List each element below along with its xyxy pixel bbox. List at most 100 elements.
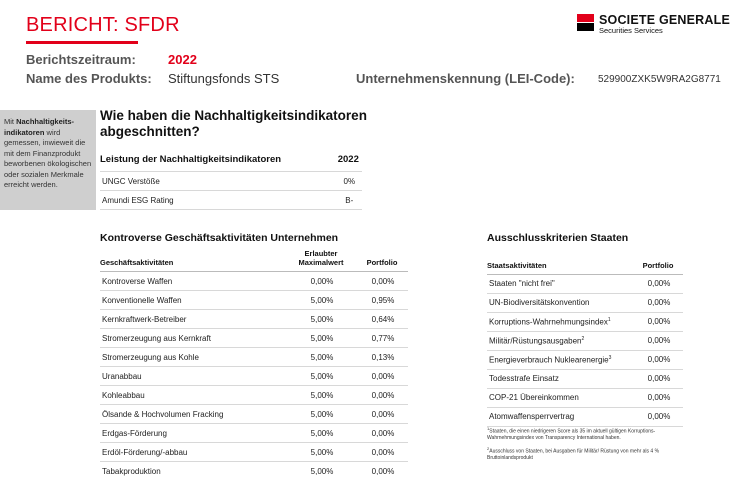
indicators-header-label: Leistung der Nachhaltigkeitsindikatoren: [100, 154, 282, 165]
max-cell: 5,00%: [286, 404, 356, 424]
table-row: Amundi ESG Rating B-: [100, 190, 362, 210]
activity-cell: Stromerzeugung aus Kohle: [100, 347, 286, 367]
footnote-ref: 3: [608, 354, 612, 361]
footnote: 2Ausschluss von Staaten, bei Ausgaben fü…: [487, 445, 660, 461]
period-value: 2022: [168, 52, 197, 67]
activity-cell: Uranabbau: [100, 366, 286, 386]
activity-cell: Erdgas-Förderung: [100, 423, 286, 443]
report-title: BERICHT: SFDR: [26, 14, 180, 36]
activity-cell: Erdöl-Förderung/-abbau: [100, 442, 286, 462]
activity-cell: Kohleabbau: [100, 385, 286, 405]
states-table: Staatsaktivitäten Portfolio Staaten "nic…: [487, 249, 683, 427]
table-row: Stromerzeugung aus Kernkraft 5,00% 0,77%: [100, 328, 408, 348]
table-row: COP-21 Übereinkommen 0,00%: [487, 388, 683, 408]
col-activity: Geschäftsaktivitäten: [100, 249, 286, 272]
max-cell: 5,00%: [286, 290, 356, 310]
state-portfolio-cell: 0,00%: [633, 312, 683, 332]
logo-name: SOCIETE GENERALE: [599, 13, 730, 27]
portfolio-cell: 0,00%: [356, 442, 408, 462]
table-row: Atomwaffensperrvertrag 0,00%: [487, 407, 683, 427]
state-activity-cell: Energieverbrauch Nuklearenergie3: [487, 350, 633, 370]
indicators-table: Leistung der Nachhaltigkeitsindikatoren …: [100, 152, 362, 210]
max-cell: 5,00%: [286, 366, 356, 386]
portfolio-cell: 0,00%: [356, 385, 408, 405]
portfolio-cell: 0,00%: [356, 366, 408, 386]
state-portfolio-cell: 0,00%: [633, 274, 683, 294]
side-note: Mit Nachhaltigkeits-indikatoren wird gem…: [0, 110, 96, 210]
state-portfolio-cell: 0,00%: [633, 388, 683, 408]
table-row: Militär/Rüstungsausgaben2 0,00%: [487, 331, 683, 351]
state-portfolio-cell: 0,00%: [633, 369, 683, 389]
state-activity-cell: Staaten "nicht frei": [487, 274, 633, 294]
period-label: Berichtszeitraum:: [26, 52, 136, 67]
portfolio-cell: 0,00%: [356, 404, 408, 424]
table-row: Kernkraftwerk-Betreiber 5,00% 0,64%: [100, 309, 408, 329]
product-value: Stiftungsfonds STS: [168, 71, 280, 86]
portfolio-cell: 0,13%: [356, 347, 408, 367]
footnote-ref: 1: [607, 316, 611, 323]
portfolio-cell: 0,77%: [356, 328, 408, 348]
table-row: Erdgas-Förderung 5,00% 0,00%: [100, 423, 408, 443]
state-portfolio-cell: 0,00%: [633, 350, 683, 370]
max-cell: 0,00%: [286, 271, 356, 291]
side-note-bold: Nachhaltigkeits-indikatoren: [4, 117, 75, 137]
table-row: Erdöl-Förderung/-abbau 5,00% 0,00%: [100, 442, 408, 462]
max-cell: 5,00%: [286, 442, 356, 462]
activity-cell: Ölsande & Hochvolumen Fracking: [100, 404, 286, 424]
section-question: Wie haben die Nachhaltigkeitsindikatoren…: [100, 108, 367, 139]
table-row: Uranabbau 5,00% 0,00%: [100, 366, 408, 386]
state-activity-cell: Korruptions-Wahrnehmungsindex1: [487, 312, 633, 332]
state-portfolio-cell: 0,00%: [633, 407, 683, 427]
max-cell: 5,00%: [286, 347, 356, 367]
table-row: Staaten "nicht frei" 0,00%: [487, 274, 683, 294]
col-max: Erlaubter Maximalwert: [286, 249, 356, 272]
table-row: Kontroverse Waffen 0,00% 0,00%: [100, 271, 408, 291]
lei-label: Unternehmenskennung (LEI-Code):: [356, 71, 575, 86]
max-cell: 5,00%: [286, 328, 356, 348]
table-row: Korruptions-Wahrnehmungsindex1 0,00%: [487, 312, 683, 332]
portfolio-cell: 0,00%: [356, 271, 408, 291]
col-state-portfolio: Portfolio: [633, 249, 683, 275]
footnotes: 1Staaten, die einen niedrigeren Score al…: [487, 426, 687, 465]
footnote: 1Staaten, die einen niedrigeren Score al…: [487, 426, 656, 442]
table-row: UNGC Verstöße 0%: [100, 171, 362, 191]
product-label: Name des Produkts:: [26, 71, 152, 86]
table-row: Kohleabbau 5,00% 0,00%: [100, 385, 408, 405]
state-portfolio-cell: 0,00%: [633, 293, 683, 313]
controversies-title: Kontroverse Geschäftsaktivitäten Unterne…: [100, 232, 339, 244]
states-title: Ausschlusskriterien Staaten: [487, 232, 629, 244]
title-underline: [26, 41, 138, 44]
state-activity-cell: COP-21 Übereinkommen: [487, 388, 633, 408]
state-activity-cell: Atomwaffensperrvertrag: [487, 407, 633, 427]
table-row: Todesstrafe Einsatz 0,00%: [487, 369, 683, 389]
table-row: Konventionelle Waffen 5,00% 0,95%: [100, 290, 408, 310]
logo-subtitle: Securities Services: [599, 26, 663, 35]
societe-generale-logo: SOCIETE GENERALE Securities Services: [577, 14, 730, 35]
table-row: Stromerzeugung aus Kohle 5,00% 0,13%: [100, 347, 408, 367]
indicators-header-year: 2022: [337, 154, 359, 165]
activity-cell: Tabakproduktion: [100, 461, 286, 480]
footnote-ref: 2: [581, 335, 585, 342]
max-cell: 5,00%: [286, 461, 356, 480]
controversies-table: Geschäftsaktivitäten Erlaubter Maximalwe…: [100, 249, 408, 480]
table-row: Tabakproduktion 5,00% 0,00%: [100, 461, 408, 480]
activity-cell: Konventionelle Waffen: [100, 290, 286, 310]
col-portfolio: Portfolio: [356, 249, 408, 272]
state-activity-cell: UN-Biodiversitätskonvention: [487, 293, 633, 313]
lei-value: 529900ZXK5W9RA2G8771: [598, 74, 721, 85]
portfolio-cell: 0,00%: [356, 461, 408, 480]
state-activity-cell: Militär/Rüstungsausgaben2: [487, 331, 633, 351]
portfolio-cell: 0,95%: [356, 290, 408, 310]
portfolio-cell: 0,64%: [356, 309, 408, 329]
max-cell: 5,00%: [286, 423, 356, 443]
activity-cell: Stromerzeugung aus Kernkraft: [100, 328, 286, 348]
max-cell: 5,00%: [286, 309, 356, 329]
table-row: UN-Biodiversitätskonvention 0,00%: [487, 293, 683, 313]
activity-cell: Kontroverse Waffen: [100, 271, 286, 291]
footnote-number: 1: [487, 426, 490, 431]
max-cell: 5,00%: [286, 385, 356, 405]
table-row: Ölsande & Hochvolumen Fracking 5,00% 0,00%: [100, 404, 408, 424]
footnote-number: 2: [487, 445, 490, 451]
activity-cell: Kernkraftwerk-Betreiber: [100, 309, 286, 329]
state-portfolio-cell: 0,00%: [633, 331, 683, 351]
